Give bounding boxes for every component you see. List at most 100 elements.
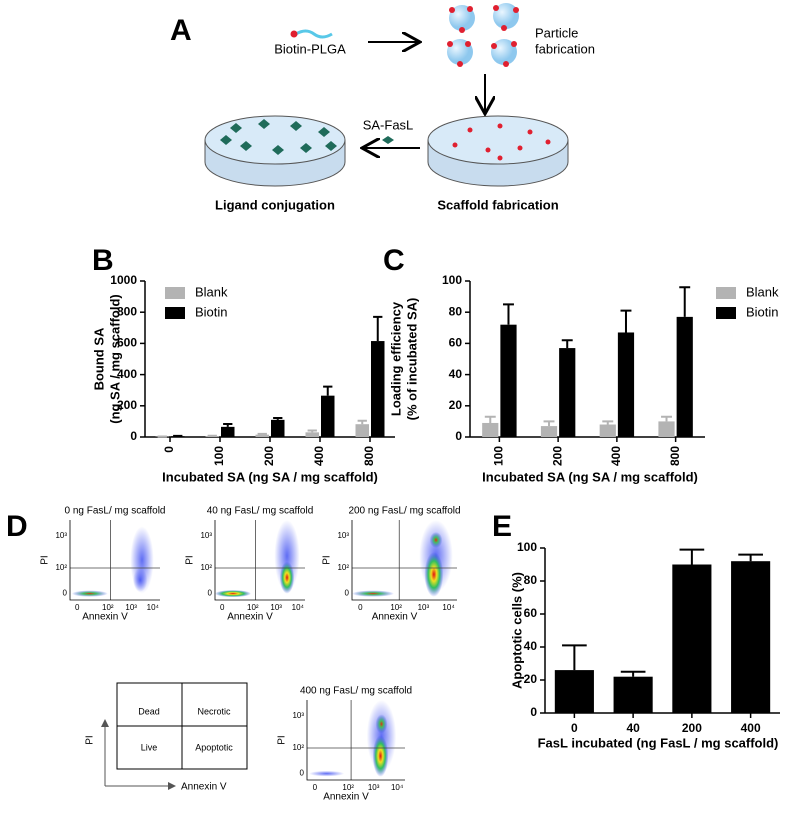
error-bar bbox=[602, 420, 614, 425]
x-tick-label: 0 bbox=[162, 446, 176, 453]
y-axis-label: PI bbox=[40, 555, 51, 564]
panel-label: D bbox=[6, 510, 28, 543]
y-tick-label: 80 bbox=[449, 304, 463, 318]
y-tick-label: 10³ bbox=[292, 711, 304, 720]
y-tick-label: 10² bbox=[200, 563, 212, 572]
y-tick-label: 60 bbox=[524, 606, 538, 620]
plot-title: 40 ng FasL/ mg scaffold bbox=[207, 506, 314, 517]
particles bbox=[447, 3, 519, 67]
x-axis-label: FasL incubated (ng FasL / mg scaffold) bbox=[538, 735, 779, 750]
x-tick-label: 10² bbox=[102, 603, 114, 612]
legend-swatch bbox=[165, 307, 185, 319]
plot-title: 200 ng FasL/ mg scaffold bbox=[348, 506, 460, 517]
bar bbox=[221, 426, 235, 437]
error-bar bbox=[543, 420, 555, 427]
y-tick-label: 20 bbox=[524, 672, 538, 686]
x-tick-label: 10⁴ bbox=[292, 603, 305, 612]
error-bar bbox=[620, 670, 646, 677]
y-tick-label: 0 bbox=[530, 705, 537, 719]
y-tick-label: 1000 bbox=[110, 273, 137, 287]
y-axis-label: Loading efficiency bbox=[388, 301, 403, 416]
conjugated-dish bbox=[204, 115, 346, 187]
polymer-icon bbox=[295, 29, 333, 39]
y-axis-label: (ng SA / mg scaffold) bbox=[107, 294, 122, 424]
y-tick-label: 10³ bbox=[200, 531, 212, 540]
legend-swatch bbox=[165, 287, 185, 299]
error-bar bbox=[373, 315, 383, 342]
plot-title: 400 ng FasL/ mg scaffold bbox=[300, 686, 412, 697]
y-tick-label: 10² bbox=[55, 563, 67, 572]
x-tick-label: 100 bbox=[492, 446, 506, 466]
y-tick-label: 10² bbox=[337, 563, 349, 572]
x-axis-label: Annexin V bbox=[372, 612, 418, 623]
y-tick-label: 0 bbox=[455, 429, 462, 443]
x-tick-label: 10² bbox=[390, 603, 402, 612]
density-region bbox=[71, 590, 108, 597]
error-bar bbox=[562, 644, 587, 671]
biotin-icon bbox=[290, 30, 298, 38]
y-tick-label: 0 bbox=[63, 589, 68, 598]
error-bar bbox=[223, 423, 233, 427]
y-tick-label: 10² bbox=[292, 743, 304, 752]
legend-label: Blank bbox=[195, 284, 228, 299]
y-axis-label: PI bbox=[322, 555, 333, 564]
panel-label: A bbox=[170, 14, 192, 47]
y-tick-label: 20 bbox=[449, 398, 463, 412]
density-region bbox=[375, 714, 388, 734]
ligand-label: SA-FasL bbox=[363, 117, 414, 132]
legend-label: Blank bbox=[746, 284, 779, 299]
bar bbox=[482, 422, 499, 437]
bar bbox=[271, 419, 285, 437]
panel-label: E bbox=[492, 510, 512, 543]
x-tick-label: 400 bbox=[312, 446, 326, 466]
legend-label: Biotin bbox=[195, 304, 228, 319]
bar bbox=[255, 434, 269, 437]
y-axis-label: Bound SA bbox=[91, 327, 106, 390]
density-region bbox=[215, 590, 251, 598]
error-bar bbox=[620, 309, 632, 333]
y-tick-label: 0 bbox=[300, 769, 305, 778]
y-tick-label: 800 bbox=[117, 304, 137, 318]
x-tick-label: 10³ bbox=[368, 783, 380, 792]
bar bbox=[371, 341, 385, 437]
x-tick-label: 400 bbox=[741, 721, 761, 735]
bar bbox=[617, 332, 635, 437]
plot-axes bbox=[306, 700, 405, 781]
y-tick-label: 60 bbox=[449, 336, 463, 350]
x-tick-label: 0 bbox=[75, 603, 80, 612]
legend-label: Biotin bbox=[746, 304, 779, 319]
density-region bbox=[279, 561, 295, 594]
x-tick-label: 10³ bbox=[418, 603, 430, 612]
x-axis-label: Annexin V bbox=[323, 792, 369, 803]
x-tick-label: 200 bbox=[262, 446, 276, 466]
x-tick-label: 100 bbox=[212, 446, 226, 466]
y-tick-label: 100 bbox=[442, 273, 462, 287]
bar bbox=[500, 324, 517, 437]
bar bbox=[613, 676, 653, 713]
density-region bbox=[372, 735, 389, 777]
x-axis-label: Annexin V bbox=[82, 612, 128, 623]
y-axis-label: Apoptotic cells (%) bbox=[509, 572, 524, 689]
y-axis-label: PI bbox=[185, 555, 196, 564]
x-tick-label: 40 bbox=[626, 721, 640, 735]
x-tick-label: 10³ bbox=[125, 603, 137, 612]
y-tick-label: 10³ bbox=[337, 531, 349, 540]
plot-axes bbox=[69, 520, 160, 601]
bar bbox=[540, 426, 558, 437]
y-tick-label: 80 bbox=[524, 573, 538, 587]
plot-axes bbox=[351, 520, 457, 601]
x-tick-label: 0 bbox=[358, 603, 363, 612]
bar bbox=[731, 561, 771, 713]
x-tick-label: 10⁴ bbox=[147, 603, 160, 612]
panel-a: A Biotin-PLGA Particle fabrication SA-Fa… bbox=[170, 3, 595, 212]
bar bbox=[658, 421, 675, 437]
error-bar bbox=[679, 286, 691, 317]
bar bbox=[559, 348, 576, 437]
step-label: Scaffold fabrication bbox=[437, 197, 558, 212]
x-tick-label: 0 bbox=[313, 783, 318, 792]
y-tick-label: 100 bbox=[517, 540, 537, 554]
key-label: Necrotic bbox=[197, 706, 231, 716]
density-region bbox=[133, 568, 148, 592]
density-region bbox=[352, 590, 394, 597]
